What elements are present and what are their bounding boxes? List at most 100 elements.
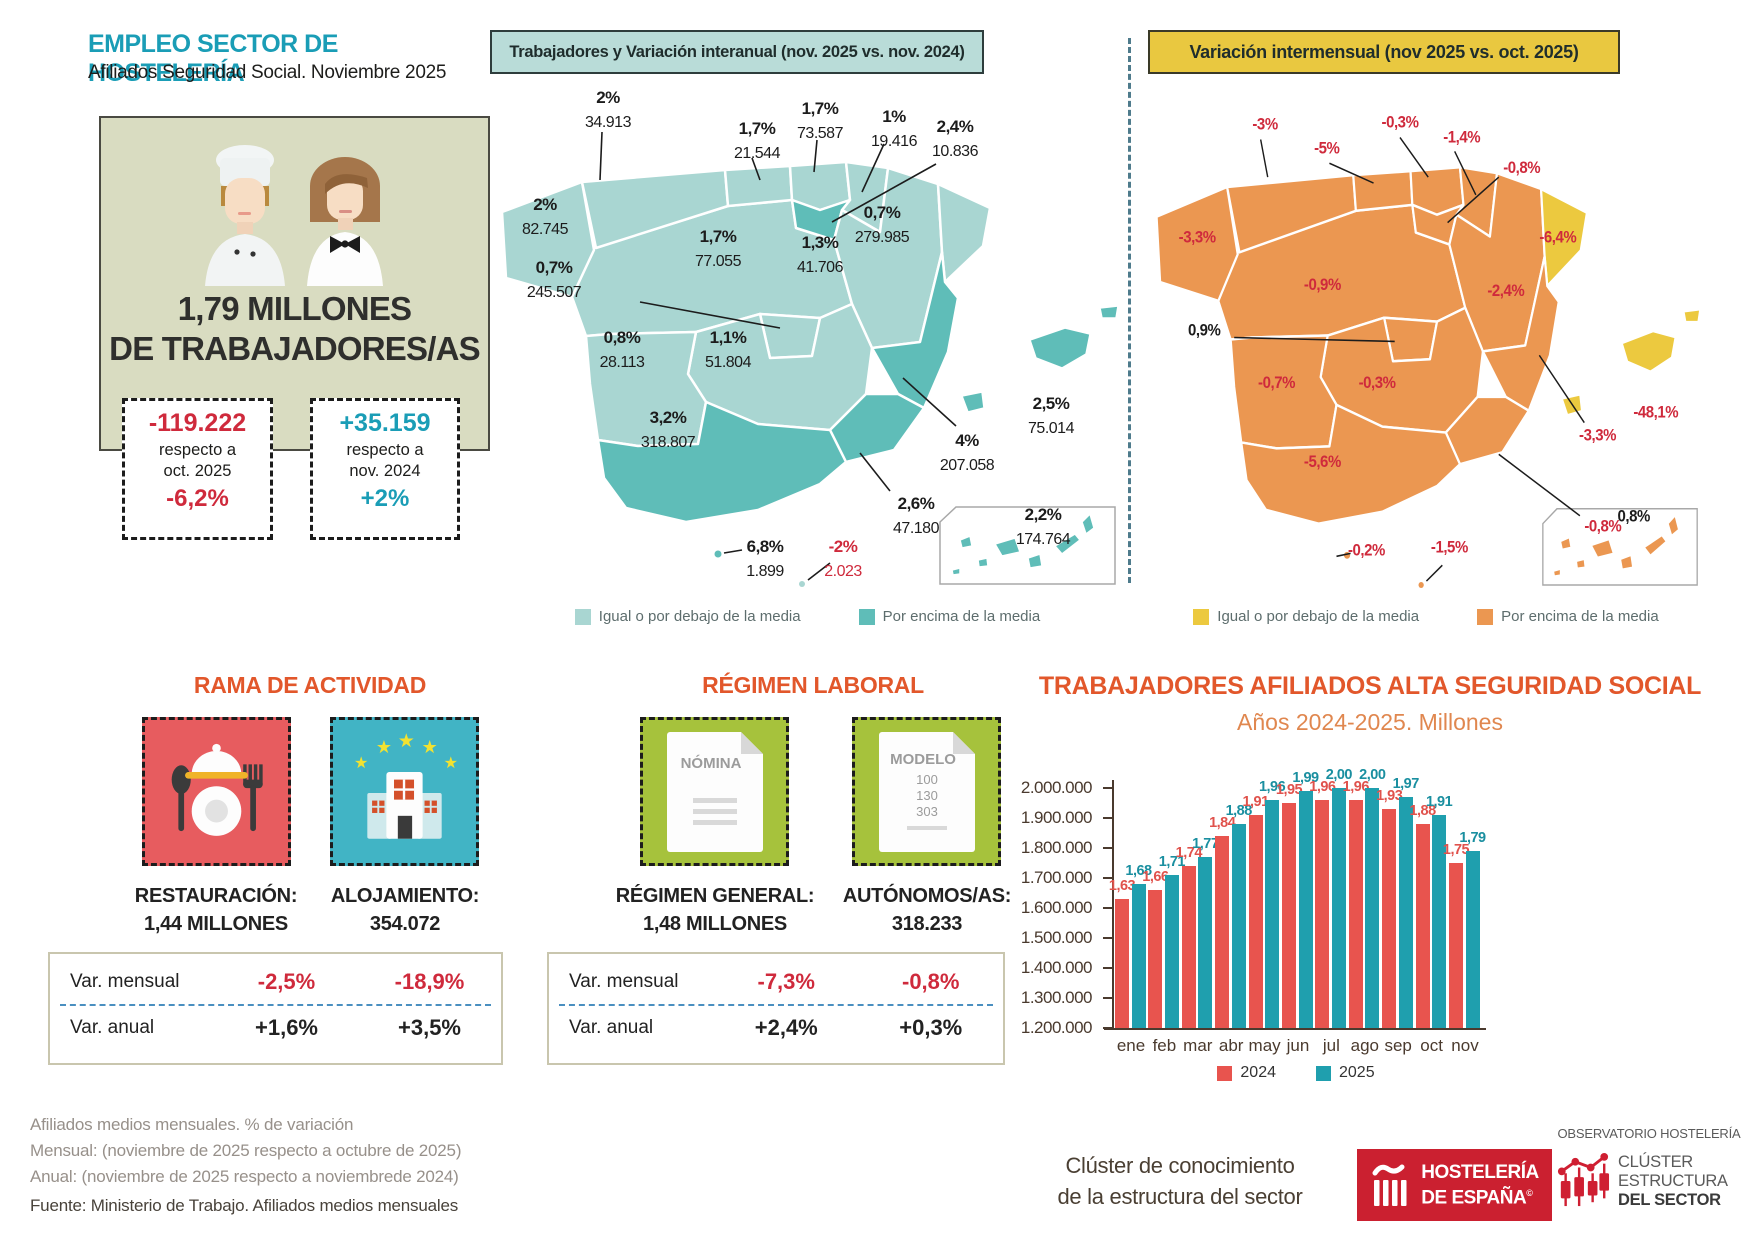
x-axis-month-label: oct	[1420, 1036, 1443, 1055]
region-baleares	[1683, 309, 1701, 323]
x-axis-month-label: ago	[1350, 1036, 1379, 1055]
map-region-pct-label: 2,4%	[937, 117, 974, 136]
restauracion-tile	[142, 717, 291, 866]
bar-value-label: 1,77	[1192, 836, 1219, 852]
region-cataluna	[1539, 187, 1589, 288]
bar-value-label: 1,96	[1342, 779, 1370, 795]
map-region-pct-label: 1,1%	[710, 328, 747, 347]
hosteleria-logo-text: HOSTELERÍA DE ESPAÑA©	[1421, 1161, 1539, 1209]
map-region-value-label: 73.587	[797, 125, 844, 142]
x-axis-month-label: mar	[1183, 1036, 1213, 1055]
chart-legend-label: 2025	[1339, 1064, 1375, 1081]
cluster-caption: Clúster de conocimiento de la estructura …	[1057, 1153, 1303, 1209]
region-extremadura	[584, 330, 708, 448]
star-icon: ★	[444, 754, 459, 772]
map-interanual: 2% 34.913 1,7% 21.544 1,7% 73.587 1% 19.416 2,4%…	[500, 88, 1119, 587]
modelo-doc-title: MODELO	[890, 751, 956, 768]
label-leader-line	[599, 131, 603, 181]
star-icon: ★	[354, 754, 369, 772]
map-region-value-label: 245.507	[527, 284, 582, 301]
map-intermensual-legend: Igual o por debajo de la media Por encima…	[1146, 608, 1706, 625]
region-cantabria	[723, 164, 794, 208]
observatorio-title: OBSERVATORIO HOSTELERÍA	[1557, 1126, 1741, 1141]
table-row: Var. mensual -7,3% -0,8%	[569, 969, 960, 994]
y-axis-tick-label: 1.600.000	[1020, 898, 1093, 917]
map-region-pct-label: 0,8%	[1617, 508, 1650, 526]
label-leader-line	[902, 377, 957, 427]
label-leader-line	[1498, 453, 1581, 517]
map-region-pct-label: -6,4%	[1539, 229, 1576, 247]
map-region-pct-label: -0,8%	[1584, 518, 1621, 536]
map-region-value-label: 318.807	[641, 434, 696, 451]
summary-card: 1,79 MILLONES DE TRABAJADORES/AS	[99, 116, 490, 451]
table-row: Var. anual +2,4% +0,3%	[569, 1015, 963, 1040]
table-row: Var. mensual -2,5% -18,9%	[70, 969, 465, 994]
bar-2025-oct	[1432, 815, 1447, 1028]
legend-label: Igual o por debajo de la media	[1217, 608, 1420, 625]
map-region-pct-label: -2,4%	[1487, 282, 1524, 300]
legend-swatch	[574, 608, 591, 625]
hotel-icon: ★ ★ ★ ★ ★	[354, 731, 459, 839]
region-cataluna	[936, 182, 992, 284]
x-axis-month-label: ene	[1116, 1036, 1146, 1055]
map-region-pct-label: -3%	[1252, 116, 1278, 134]
map-region-value-label: 207.058	[940, 457, 995, 474]
map-region-value-label: 2.023	[824, 563, 862, 580]
headline-label: DE TRABAJADORES/AS	[109, 330, 480, 367]
x-axis-month-label: nov	[1451, 1036, 1479, 1055]
region-canarias	[1552, 568, 1562, 577]
autonomos-tile: MODELO 100 130 303	[852, 717, 1001, 866]
bar-2025-nov	[1465, 851, 1480, 1028]
x-axis-line	[1104, 1028, 1486, 1030]
monthly-variation-pct: -6,2%	[166, 485, 229, 512]
y-axis-tick-mark	[1103, 817, 1112, 819]
label-leader-line	[1454, 150, 1477, 196]
bar-2025-ene	[1131, 884, 1146, 1028]
hosteleria-espana-logo: HOSTELERÍA DE ESPAÑA©	[1357, 1149, 1552, 1221]
label-leader-line	[1336, 552, 1351, 558]
y-axis-tick-label: 2.000.000	[1020, 778, 1093, 797]
label-leader-line	[859, 452, 891, 492]
bar-value-label: 1,68	[1125, 863, 1152, 879]
map-region-pct-label: 3,2%	[650, 408, 687, 427]
region-canarias	[959, 535, 973, 549]
autonomos-label: AUTÓNOMOS/AS: 318.233	[842, 885, 1012, 935]
y-axis-line	[1112, 780, 1114, 1030]
rama-table: Var. mensual -2,5% -18,9% Var. anual +1,…	[48, 952, 503, 1065]
x-axis-month-label: jul	[1322, 1036, 1340, 1055]
bar-value-label: 1,99	[1292, 770, 1319, 786]
region-galicia	[1155, 185, 1239, 303]
chart-legend-label: 2024	[1240, 1064, 1276, 1081]
bar-value-label: 1,74	[1175, 845, 1203, 861]
region-ceuta	[714, 550, 722, 558]
region-canarias	[994, 537, 1021, 557]
y-axis-tick-label: 1.400.000	[1020, 958, 1093, 977]
map-region-pct-label: 1,3%	[802, 233, 839, 252]
map-region-value-label: 47.180	[893, 520, 940, 537]
chart-legend-item: 2024	[1217, 1064, 1276, 1082]
bar-2024-mar	[1181, 866, 1196, 1028]
page-subtitle: Afiliados Seguridad Social. Noviembre 20…	[88, 62, 447, 83]
bar-2025-jun	[1298, 791, 1313, 1028]
bar-value-label: 1,71	[1158, 854, 1186, 870]
region-melilla	[1418, 582, 1424, 588]
label-leader-line	[639, 301, 781, 329]
y-axis-tick-label: 1.500.000	[1020, 928, 1093, 947]
chart-legend-swatch	[1217, 1065, 1233, 1081]
map-region-pct-label: 0,8%	[604, 328, 641, 347]
restaurant-icon	[171, 743, 263, 836]
region-canarias	[1054, 533, 1081, 555]
modelo-document-icon: MODELO 100 130 303	[878, 731, 975, 852]
map-region-pct-label: -3,3%	[1579, 427, 1616, 445]
affiliation-bar-chart: 2.000.000 1.900.000 1.800.000 1.700.000 1.60…	[980, 660, 1525, 1105]
x-axis-month-label: abr	[1218, 1036, 1244, 1055]
annual-variation-caption: respecto a nov. 2024	[346, 441, 424, 480]
label-leader-line	[1399, 137, 1429, 178]
legend-label: Por encima de la media	[882, 608, 1041, 625]
bar-2025-may	[1265, 800, 1280, 1028]
x-axis-month-label: may	[1248, 1036, 1281, 1055]
region-baleares	[961, 391, 985, 413]
map-intermensual-title: Variación intermensual (nov 2025 vs. oct…	[1148, 30, 1620, 74]
map-region-pct-label: 6,8%	[747, 537, 784, 556]
map-region-pct-label: 1%	[882, 107, 906, 126]
